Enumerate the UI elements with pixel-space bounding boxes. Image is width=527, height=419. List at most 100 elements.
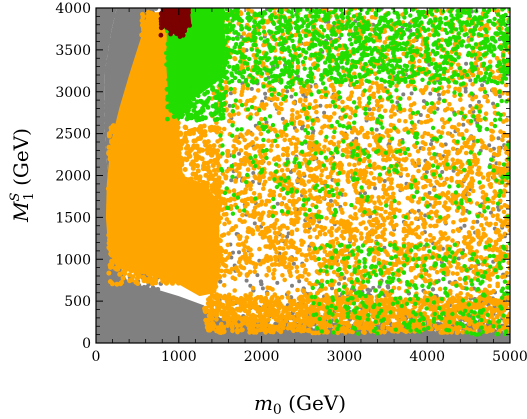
gray-point	[457, 340, 462, 343]
orange-point	[112, 134, 118, 140]
orange-point	[142, 120, 148, 125]
gray-point	[115, 61, 121, 66]
gray-point	[130, 18, 135, 24]
orange-point	[152, 48, 158, 53]
gray-point	[107, 110, 112, 115]
orange-point	[165, 232, 171, 238]
orange-point	[198, 248, 204, 254]
orange-point	[183, 131, 189, 136]
gray-point	[105, 59, 111, 65]
orange-point	[121, 237, 127, 243]
gray-point	[401, 92, 406, 97]
orange-point	[153, 68, 159, 73]
orange-point	[307, 247, 312, 252]
gray-point	[290, 283, 294, 288]
gray-point	[105, 21, 110, 26]
orange-point	[155, 225, 160, 231]
orange-point	[368, 171, 374, 176]
orange-point	[166, 246, 172, 252]
orange-point	[108, 228, 113, 234]
orange-point	[158, 78, 164, 84]
orange-point	[143, 234, 149, 240]
gray-point	[105, 326, 110, 332]
orange-point	[136, 219, 142, 225]
orange-point	[158, 213, 164, 219]
orange-point	[193, 234, 199, 240]
orange-point	[200, 258, 206, 264]
orange-point	[146, 33, 152, 39]
gray-point	[368, 288, 373, 293]
gray-point	[113, 111, 118, 117]
gray-point	[285, 89, 290, 94]
gray-point	[105, 106, 111, 112]
gray-point	[103, 257, 108, 263]
gray-point	[118, 28, 124, 33]
orange-point	[163, 191, 169, 197]
orange-point	[153, 169, 159, 175]
orange-point	[192, 138, 198, 144]
orange-point	[161, 276, 166, 282]
gray-point	[386, 285, 391, 290]
orange-point	[294, 227, 300, 233]
gray-point	[150, 324, 156, 329]
orange-point	[141, 274, 147, 280]
gray-point	[142, 285, 148, 291]
orange-point	[221, 283, 227, 288]
gray-point	[462, 223, 467, 228]
gray-point	[166, 330, 172, 335]
orange-point	[149, 67, 155, 73]
orange-point	[131, 224, 137, 230]
orange-point	[403, 119, 408, 124]
orange-point	[378, 201, 383, 206]
gray-point	[120, 12, 126, 17]
orange-point	[261, 182, 267, 187]
gray-point	[108, 115, 113, 121]
orange-point	[204, 147, 210, 153]
orange-point	[116, 144, 122, 150]
orange-point	[175, 209, 181, 215]
orange-point	[146, 253, 152, 259]
orange-point	[124, 165, 129, 171]
orange-point	[187, 153, 193, 159]
gray-point	[169, 326, 175, 331]
gray-point	[138, 289, 144, 295]
gray-point	[138, 8, 144, 12]
orange-point	[278, 101, 284, 107]
orange-point	[179, 159, 185, 165]
orange-point	[490, 207, 496, 212]
orange-point	[164, 240, 170, 246]
orange-point	[167, 227, 173, 233]
orange-point	[149, 154, 155, 160]
orange-point	[136, 261, 142, 267]
gray-point	[496, 136, 501, 141]
gray-point	[133, 46, 139, 52]
gray-point	[116, 326, 122, 331]
orange-point	[275, 143, 280, 149]
gray-point	[477, 99, 481, 104]
orange-point	[138, 194, 144, 200]
orange-point	[158, 200, 164, 206]
orange-point	[122, 150, 128, 156]
orange-point	[180, 277, 186, 283]
orange-point	[113, 217, 119, 223]
gray-point	[174, 339, 180, 343]
orange-point	[288, 273, 294, 279]
orange-point	[313, 84, 319, 89]
orange-point	[157, 258, 162, 264]
orange-point	[146, 205, 152, 210]
orange-point	[195, 163, 200, 169]
gray-point	[444, 339, 449, 343]
orange-point	[112, 199, 118, 205]
gray-point	[106, 39, 111, 45]
gray-point	[315, 338, 321, 343]
gray-point	[121, 321, 127, 327]
orange-point	[321, 257, 327, 262]
orange-point	[183, 241, 189, 247]
orange-point	[115, 130, 121, 135]
gray-point	[102, 199, 108, 204]
gray-point	[131, 50, 136, 56]
gray-point	[106, 30, 112, 36]
orange-point	[107, 182, 112, 188]
gray-point	[223, 334, 228, 339]
gray-point	[106, 255, 112, 261]
